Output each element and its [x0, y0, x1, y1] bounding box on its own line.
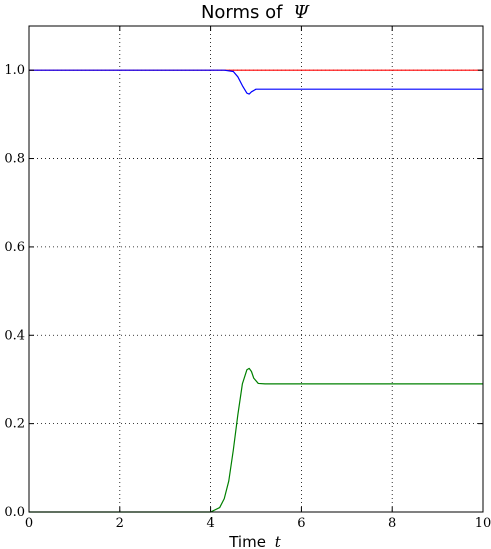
- x-tick-label: 8: [388, 516, 396, 531]
- x-tick-label: 4: [206, 516, 214, 531]
- x-tick-label: 0: [25, 516, 33, 531]
- y-tick-label: 0.4: [4, 328, 25, 343]
- plot-area: 0 2 4 6 8 10 0.0 0.2 0.4 0.6 0.8 1.0: [4, 25, 491, 531]
- xlabel-prefix: Time: [228, 533, 266, 549]
- title-symbol: Ψ: [293, 2, 310, 23]
- y-tick-label: 1.0: [4, 63, 25, 78]
- plot-background: [29, 26, 483, 512]
- svg-text:Time t: Time t: [228, 533, 282, 549]
- series-line-2: [29, 367, 483, 513]
- plot-frame: [28, 25, 484, 513]
- x-tick-label: 10: [475, 516, 491, 531]
- x-axis-label: Time t: [228, 533, 282, 549]
- svg-text:Norms of Ψ: Norms of Ψ: [201, 2, 310, 23]
- x-tick-label: 6: [297, 516, 305, 531]
- title: Norms of Ψ: [201, 2, 310, 23]
- y-tick-label: 0.6: [4, 240, 25, 255]
- y-tick-label: 0.0: [4, 505, 25, 520]
- x-tick-label: 2: [116, 516, 124, 531]
- xlabel-variable: t: [275, 533, 282, 549]
- series-line-1: [29, 69, 483, 95]
- y-tick-label: 0.2: [4, 417, 25, 432]
- y-tick-label: 0.8: [4, 152, 25, 167]
- title-prefix: Norms of: [201, 2, 283, 23]
